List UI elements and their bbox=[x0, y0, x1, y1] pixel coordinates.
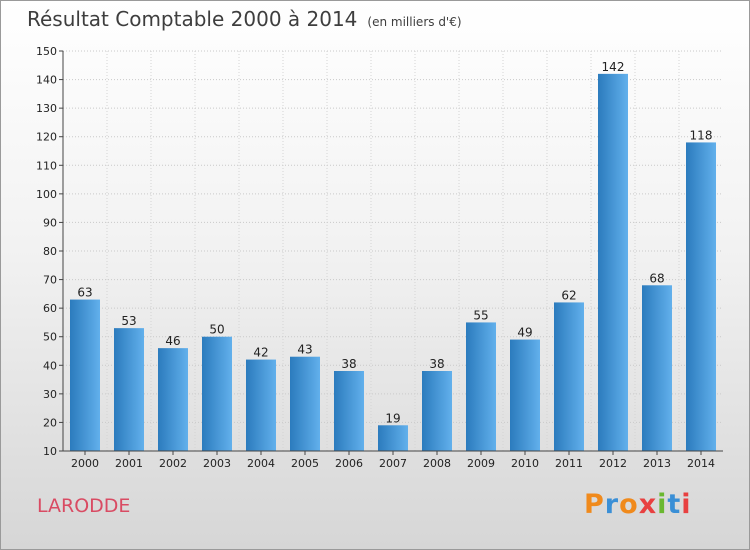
bar bbox=[466, 322, 496, 451]
logo-letter: o bbox=[619, 489, 639, 520]
logo-letter: t bbox=[667, 489, 682, 520]
y-tick-label: 10 bbox=[43, 445, 57, 458]
bar bbox=[378, 425, 408, 451]
y-tick-label: 90 bbox=[43, 216, 57, 229]
bar-value-label: 19 bbox=[385, 411, 400, 425]
bar-value-label: 38 bbox=[429, 357, 444, 371]
logo-letter: i bbox=[657, 489, 668, 520]
bar bbox=[202, 336, 232, 451]
bar-value-label: 50 bbox=[209, 323, 224, 337]
y-tick-label: 50 bbox=[43, 331, 57, 344]
axes: 10 20 30 40 50 60 70 80 90 100 110 120 130 140 150 bbox=[36, 45, 723, 458]
x-tick-label: 2013 bbox=[643, 457, 671, 470]
bar bbox=[70, 299, 100, 451]
x-tick-label: 2010 bbox=[511, 457, 539, 470]
logo-letter: r bbox=[604, 489, 620, 520]
bar bbox=[642, 285, 672, 451]
bar-value-label: 55 bbox=[473, 308, 488, 322]
x-tick-label: 2000 bbox=[71, 457, 99, 470]
bar-value-label: 53 bbox=[121, 314, 136, 328]
x-tick-label: 2004 bbox=[247, 457, 275, 470]
x-tick-label: 2005 bbox=[291, 457, 319, 470]
bar bbox=[334, 371, 364, 451]
y-tick-label: 80 bbox=[43, 245, 57, 258]
commune-name: LARODDE bbox=[37, 495, 131, 517]
x-tick-label: 2003 bbox=[203, 457, 231, 470]
bar bbox=[114, 328, 144, 451]
chart-title-text: Résultat Comptable 2000 à 2014 bbox=[27, 7, 358, 31]
gridlines bbox=[63, 50, 723, 452]
bar-value-label: 46 bbox=[165, 334, 180, 348]
proxiti-logo: Proxiti bbox=[584, 489, 692, 520]
y-tick-label: 110 bbox=[36, 159, 57, 172]
bar bbox=[554, 302, 584, 451]
logo-letter: x bbox=[638, 489, 658, 520]
logo-letter: i bbox=[681, 489, 692, 520]
bar-value-label: 142 bbox=[602, 60, 625, 74]
logo-letter: P bbox=[584, 489, 605, 520]
bar bbox=[686, 142, 716, 451]
x-tick-label: 2009 bbox=[467, 457, 495, 470]
bar-value-label: 68 bbox=[649, 271, 664, 285]
y-tick-label: 140 bbox=[36, 74, 57, 87]
bar bbox=[598, 73, 628, 451]
x-tick-label: 2001 bbox=[115, 457, 143, 470]
y-tick-label: 120 bbox=[36, 131, 57, 144]
bar-value-label: 62 bbox=[561, 288, 576, 302]
y-tick-label: 20 bbox=[43, 416, 57, 429]
bar-value-label: 49 bbox=[517, 326, 532, 340]
labels: 63 2000 53 2001 46 2002 50 2003 42 2004 43 2005 38 20… bbox=[71, 60, 715, 470]
bar bbox=[246, 359, 276, 451]
x-tick-label: 2012 bbox=[599, 457, 627, 470]
chart-unit: (en milliers d'€) bbox=[367, 15, 462, 29]
bar bbox=[290, 356, 320, 451]
x-tick-label: 2006 bbox=[335, 457, 363, 470]
y-tick-label: 100 bbox=[36, 188, 57, 201]
y-tick-label: 150 bbox=[36, 45, 57, 58]
bar-value-label: 42 bbox=[253, 346, 268, 360]
x-tick-label: 2002 bbox=[159, 457, 187, 470]
x-tick-label: 2008 bbox=[423, 457, 451, 470]
bars bbox=[70, 73, 716, 451]
bar-value-label: 38 bbox=[341, 357, 356, 371]
bar bbox=[422, 371, 452, 451]
x-tick-label: 2007 bbox=[379, 457, 407, 470]
y-tick-label: 130 bbox=[36, 102, 57, 115]
bar bbox=[158, 348, 188, 451]
x-tick-label: 2011 bbox=[555, 457, 583, 470]
bar bbox=[510, 339, 540, 451]
x-tick-label: 2014 bbox=[687, 457, 715, 470]
bar-value-label: 63 bbox=[77, 286, 92, 300]
chart-title: Résultat Comptable 2000 à 2014 (en millie… bbox=[27, 7, 462, 31]
y-tick-label: 70 bbox=[43, 274, 57, 287]
bar-value-label: 43 bbox=[297, 343, 312, 357]
y-tick-label: 30 bbox=[43, 388, 57, 401]
bar-value-label: 118 bbox=[690, 128, 713, 142]
y-tick-label: 40 bbox=[43, 359, 57, 372]
y-tick-label: 60 bbox=[43, 302, 57, 315]
